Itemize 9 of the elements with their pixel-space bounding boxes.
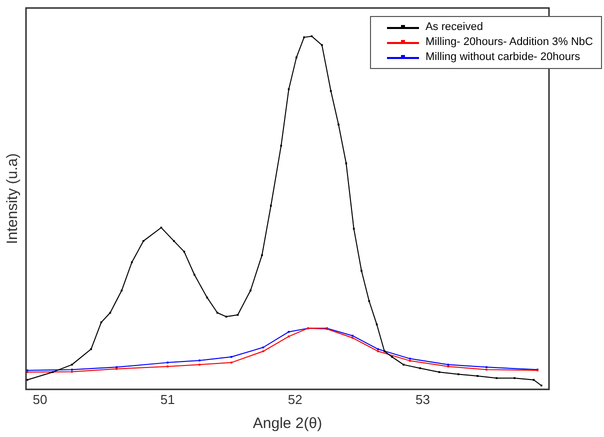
legend-label: As received	[425, 20, 483, 35]
legend-label: Milling- 20hours- Addition 3% NbC	[425, 35, 593, 50]
x-tick-label: 53	[415, 392, 430, 407]
x-tick-label: 50	[32, 392, 48, 407]
x-axis-title: Angle 2(θ)	[252, 415, 322, 432]
x-tick-label: 51	[160, 392, 175, 407]
y-axis-title: Intensity (u.a)	[4, 153, 22, 244]
x-tick-label: 52	[288, 392, 302, 407]
legend-label: Milling without carbide- 20hours	[425, 50, 580, 65]
